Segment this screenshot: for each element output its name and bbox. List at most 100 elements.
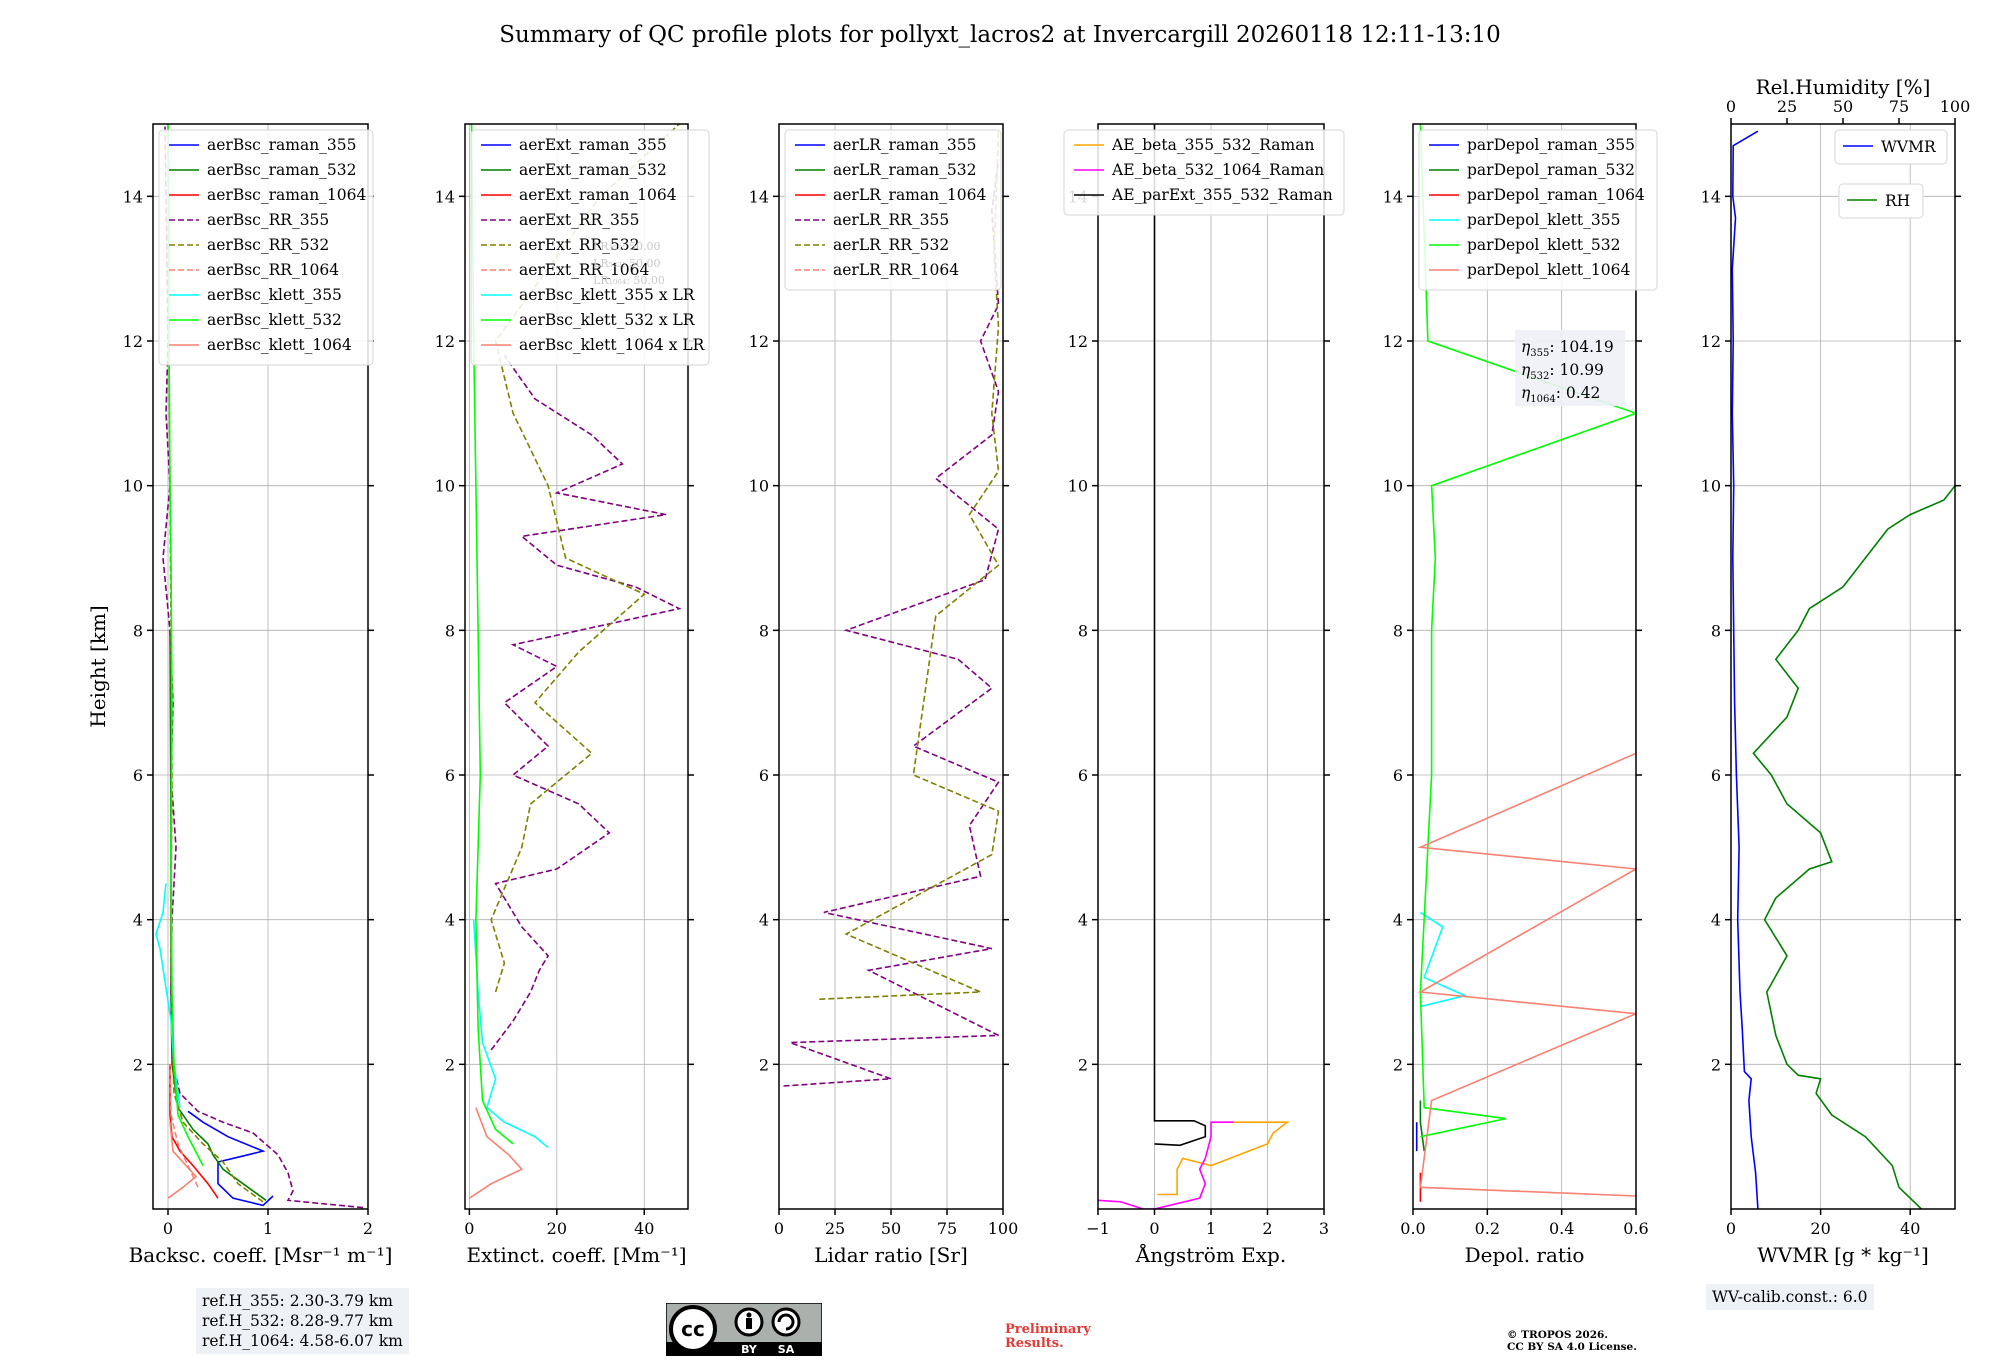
axes-frame	[464, 123, 689, 1210]
series-line-aerbsc-raman-532	[169, 630, 267, 1201]
x-tick-label: 75	[937, 1219, 957, 1238]
legend-label: aerLR_raman_355	[833, 136, 976, 154]
legend-label: aerBsc_klett_355 x LR	[519, 286, 696, 304]
x-tick-label: 0.4	[1549, 1219, 1574, 1238]
axes-frame	[1097, 123, 1325, 1210]
copyright-line-1: © TROPOS 2026.	[1507, 1329, 1609, 1341]
top-axis-label: Rel.Humidity [%]	[1756, 75, 1931, 99]
x-tick-label: 40	[634, 1219, 654, 1238]
y-tick-label: 4	[1078, 911, 1088, 930]
series-line-aerext-rr-532	[490, 124, 680, 993]
y-tick-label: 2	[759, 1055, 769, 1074]
y-tick-label: 12	[1383, 332, 1403, 351]
legend-label: aerBsc_RR_1064	[207, 261, 339, 279]
y-tick-label: 6	[1393, 766, 1403, 785]
x-axis-label: Backsc. coeff. [Msr⁻¹ m⁻¹]	[129, 1243, 393, 1267]
x-tick-label: 100	[988, 1219, 1019, 1238]
y-tick-label: 6	[1078, 766, 1088, 785]
panel-depol: 0.0 0.2 0.4 0.6 2 4 6 8 10 12 14 Depol. ratio parDep…	[1383, 123, 1658, 1267]
y-tick-label: 4	[133, 911, 143, 930]
y-tick-label: 12	[435, 332, 455, 351]
legend-label: aerLR_RR_355	[833, 211, 949, 229]
x-axis-label: Lidar ratio [Sr]	[814, 1243, 968, 1267]
legend-label: WVMR	[1881, 138, 1937, 156]
legend-label: aerBsc_RR_355	[207, 211, 329, 229]
y-tick-label: 8	[759, 621, 769, 640]
series-line-aerbsc-klett-1064-x-lr	[468, 1107, 524, 1199]
y-tick-label: 12	[1701, 332, 1721, 351]
sa-text: SA	[778, 1343, 795, 1356]
series-line-rh	[1752, 485, 1955, 1209]
copyright-note: © TROPOS 2026. CC BY SA 4.0 License.	[1507, 1329, 1637, 1353]
y-tick-label: 10	[749, 477, 769, 496]
series-line-aerbsc-klett-355-x-lr	[472, 919, 549, 1149]
top-x-tick-label: 0	[1726, 97, 1736, 116]
legend-box-rh	[1838, 183, 1924, 219]
figure-title: Summary of QC profile plots for pollyxt_…	[499, 22, 1501, 48]
series-line-aerbsc-klett-1064	[167, 1122, 198, 1199]
y-tick-label: 12	[749, 332, 769, 351]
axes-frame	[1730, 123, 1956, 1210]
top-x-tick-label: 50	[1833, 97, 1853, 116]
eta-annotation: η532: 10.99	[1521, 361, 1604, 382]
y-tick-label: 8	[1393, 621, 1403, 640]
series-line-pardepol-klett-1064	[1417, 138, 1636, 1197]
legend-box	[158, 129, 374, 366]
y-tick-label: 12	[123, 332, 143, 351]
legend-label: aerLR_raman_532	[833, 161, 976, 179]
legend-label: parDepol_klett_355	[1467, 211, 1620, 229]
x-axis-label: Ångström Exp.	[1135, 1242, 1286, 1267]
legend-box	[784, 129, 1002, 291]
legend-label: aerBsc_klett_1064	[207, 336, 352, 354]
axes-frame	[778, 123, 1004, 1210]
legend-label: aerLR_raman_1064	[833, 186, 986, 204]
legend-label: aerLR_RR_532	[833, 236, 949, 254]
y-tick-label: 6	[445, 766, 455, 785]
legend-label: aerExt_RR_355	[519, 211, 640, 229]
series-line-ae-beta-355-532-raman	[1157, 1121, 1290, 1196]
panel-lr: 0 25 50 75 100 2 4 6 8 10 12 14 Lidar ratio [Sr] aerL…	[749, 123, 1019, 1267]
x-tick-label: 0.0	[1400, 1219, 1425, 1238]
lidar-ratio-annotation: LR₃₅₅: 50.00	[593, 240, 661, 253]
x-tick-label: 25	[825, 1219, 845, 1238]
y-tick-label: 4	[1711, 911, 1721, 930]
x-tick-label: 0	[464, 1219, 474, 1238]
y-tick-label: 2	[445, 1055, 455, 1074]
legend-box	[1418, 129, 1658, 291]
x-tick-label: 0.2	[1475, 1219, 1500, 1238]
series-line-aerbsc-rr-1064	[169, 1064, 199, 1188]
x-tick-label: 1	[263, 1219, 273, 1238]
axes-frame	[1412, 123, 1637, 1210]
x-tick-label: 20	[547, 1219, 567, 1238]
panel-wv: 0 20 40 2 4 6 8 10 12 14 WVMR [g * kg⁻¹] WVMR RH 0 25 5…	[1701, 75, 1971, 1267]
x-tick-label: 0	[774, 1219, 784, 1238]
legend-label: AE_beta_532_1064_Raman	[1111, 161, 1324, 179]
y-tick-label: 14	[1383, 187, 1403, 206]
y-tick-label: 14	[1701, 187, 1721, 206]
legend-label: AE_beta_355_532_Raman	[1111, 136, 1314, 154]
legend-label: parDepol_raman_1064	[1467, 186, 1645, 204]
preliminary-line-1: Preliminary	[1005, 1322, 1091, 1337]
y-tick-label: 10	[435, 477, 455, 496]
y-tick-label: 4	[759, 911, 769, 930]
x-tick-label: −1	[1086, 1219, 1110, 1238]
y-tick-label: 10	[1701, 477, 1721, 496]
legend-box	[470, 129, 710, 366]
reference-heights-box: ref.H_355: 2.30-3.79 km ref.H_532: 8.28-…	[196, 1288, 409, 1354]
x-tick-label: 0	[163, 1219, 173, 1238]
preliminary-results-note: Preliminary Results.	[1005, 1323, 1091, 1351]
legend-label: AE_parExt_355_532_Raman	[1111, 186, 1333, 204]
cc-text: cc	[681, 1317, 705, 1341]
legend-label: aerBsc_klett_1064 x LR	[519, 336, 706, 354]
legend-label: parDepol_klett_1064	[1467, 261, 1630, 279]
y-tick-label: 8	[445, 621, 455, 640]
y-tick-label: 8	[1711, 621, 1721, 640]
lidar-ratio-annotation: LR₁₀₆₄: 50.00	[593, 274, 665, 287]
x-tick-label: 50	[881, 1219, 901, 1238]
eta-annotation: η355: 104.19	[1521, 338, 1614, 359]
series-line-aerlr-rr-532	[819, 131, 1000, 1000]
y-tick-label: 6	[1711, 766, 1721, 785]
y-tick-label: 4	[445, 911, 455, 930]
legend-label: aerLR_RR_1064	[833, 261, 959, 279]
x-tick-label: 0	[1149, 1219, 1159, 1238]
